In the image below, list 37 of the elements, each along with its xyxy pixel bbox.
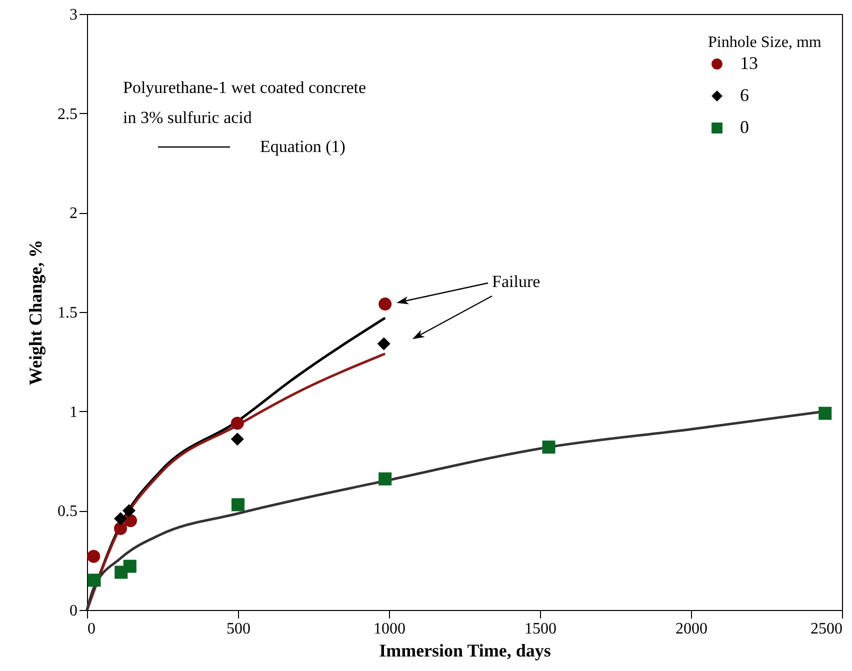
point bbox=[122, 504, 136, 518]
y-tick-label: 0 bbox=[70, 602, 78, 620]
x-tick-label: 2500 bbox=[810, 620, 842, 638]
point bbox=[818, 406, 832, 420]
point bbox=[231, 498, 245, 512]
x-tick-label: 2000 bbox=[676, 620, 708, 638]
annotation: Equation (1) bbox=[260, 137, 346, 156]
annotation: in 3% sulfuric acid bbox=[123, 108, 252, 127]
legend-title: Pinhole Size, mm bbox=[708, 34, 822, 51]
point bbox=[87, 550, 100, 563]
x-tick-label: 1500 bbox=[524, 620, 556, 638]
y-tick-label: 0.5 bbox=[58, 503, 78, 520]
y-axis-title: Weight Change, % bbox=[26, 240, 46, 386]
point bbox=[542, 440, 556, 454]
point bbox=[123, 560, 136, 573]
legend-label: 0 bbox=[740, 117, 749, 137]
point bbox=[378, 472, 392, 486]
point bbox=[114, 512, 128, 526]
x-axis-title: Immersion Time, days bbox=[379, 640, 551, 660]
y-tick-label: 2.5 bbox=[58, 106, 78, 123]
annotation: Failure bbox=[492, 272, 540, 291]
point bbox=[377, 337, 390, 350]
legend-label: 13 bbox=[740, 53, 758, 73]
legend-label: 6 bbox=[740, 85, 749, 105]
point bbox=[114, 522, 128, 536]
annotation: Polyurethane-1 wet coated concrete bbox=[123, 78, 366, 97]
point bbox=[378, 298, 392, 311]
y-tick-label: 1 bbox=[70, 404, 78, 421]
y-tick-label: 1.5 bbox=[58, 304, 78, 322]
x-tick-label: 500 bbox=[226, 620, 250, 638]
y-tick-label: 3 bbox=[70, 6, 78, 24]
x-tick-label: 1000 bbox=[374, 620, 406, 638]
point bbox=[230, 432, 244, 446]
point bbox=[88, 574, 101, 587]
y-tick-label: 2 bbox=[70, 205, 78, 222]
x-tick-label: 0 bbox=[88, 620, 96, 638]
point bbox=[230, 416, 244, 430]
